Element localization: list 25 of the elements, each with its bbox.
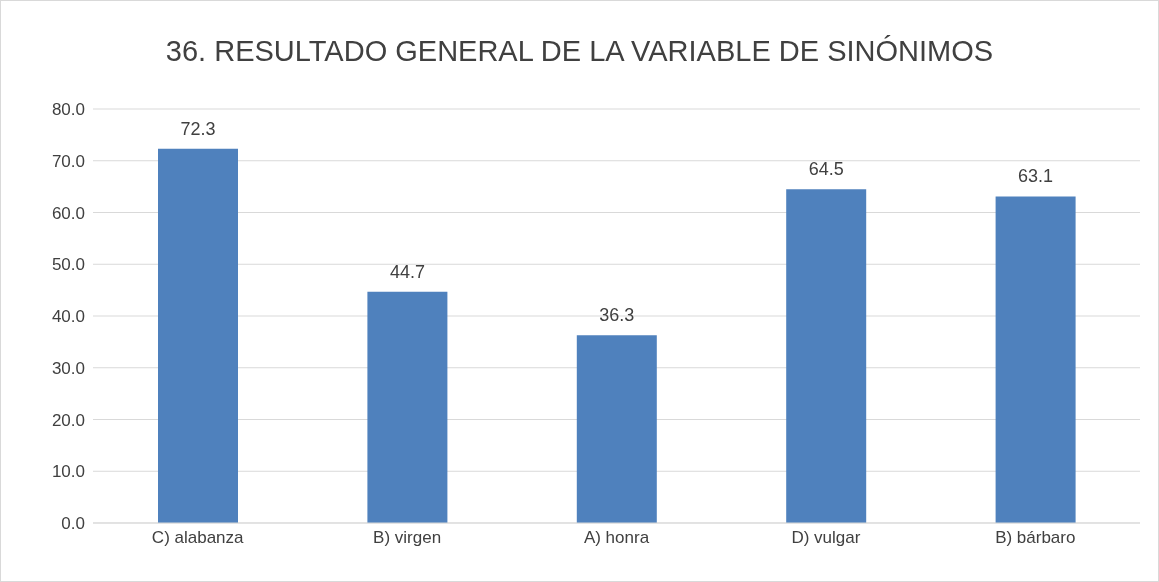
x-tick-label: B) bárbaro [995,528,1076,548]
data-label: 36.3 [599,305,635,326]
x-tick-label: A) honra [583,528,650,548]
y-tick-label: 10.0 [51,462,85,482]
x-tick-label: D) vulgar [791,528,861,548]
y-tick-label: 30.0 [51,358,85,378]
y-tick-label: 70.0 [51,151,85,171]
x-tick-label: B) virgen [373,528,442,548]
bar [786,189,867,523]
y-tick-label: 20.0 [51,410,85,430]
y-tick-label: 40.0 [51,307,85,327]
data-label: 63.1 [1018,166,1054,187]
data-label: 72.3 [180,118,216,139]
bar [158,148,238,523]
y-tick-label: 80.0 [51,100,85,120]
data-label: 64.5 [808,159,844,180]
y-tick-label: 0.0 [61,514,85,534]
chart-title: 36. RESULTADO GENERAL DE LA VARIABLE DE SINÓNIMOS [164,35,995,68]
y-tick-label: 50.0 [51,255,85,275]
bar [995,196,1076,523]
bar [367,291,448,523]
bar [576,335,657,523]
x-tick-label: C) alabanza [151,528,245,548]
y-tick-label: 60.0 [51,203,85,223]
data-label: 44.7 [389,261,425,282]
